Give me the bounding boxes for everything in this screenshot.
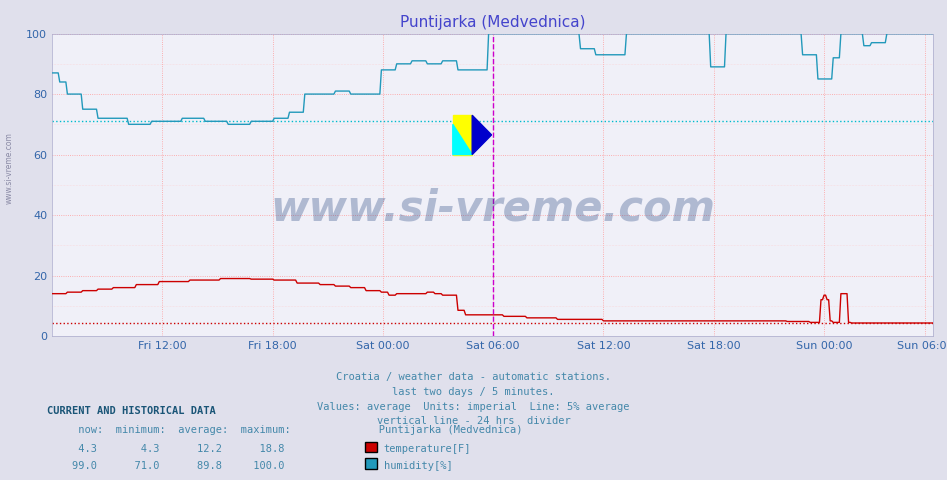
Text: www.si-vreme.com: www.si-vreme.com — [270, 188, 715, 230]
Text: 4.3       4.3      12.2      18.8: 4.3 4.3 12.2 18.8 — [47, 444, 285, 454]
Polygon shape — [453, 124, 473, 155]
Text: Puntijarka (Medvednica): Puntijarka (Medvednica) — [360, 425, 523, 435]
Text: temperature[F]: temperature[F] — [384, 444, 471, 454]
Bar — [453, 115, 473, 155]
Text: now:  minimum:  average:  maximum:: now: minimum: average: maximum: — [47, 425, 291, 435]
Text: Croatia / weather data - automatic stations.
last two days / 5 minutes.
Values: : Croatia / weather data - automatic stati… — [317, 372, 630, 426]
Polygon shape — [473, 115, 491, 155]
Text: www.si-vreme.com: www.si-vreme.com — [5, 132, 14, 204]
Text: humidity[%]: humidity[%] — [384, 461, 453, 471]
Text: CURRENT AND HISTORICAL DATA: CURRENT AND HISTORICAL DATA — [47, 406, 216, 416]
Title: Puntijarka (Medvednica): Puntijarka (Medvednica) — [400, 15, 585, 30]
Text: 99.0      71.0      89.8     100.0: 99.0 71.0 89.8 100.0 — [47, 461, 285, 471]
